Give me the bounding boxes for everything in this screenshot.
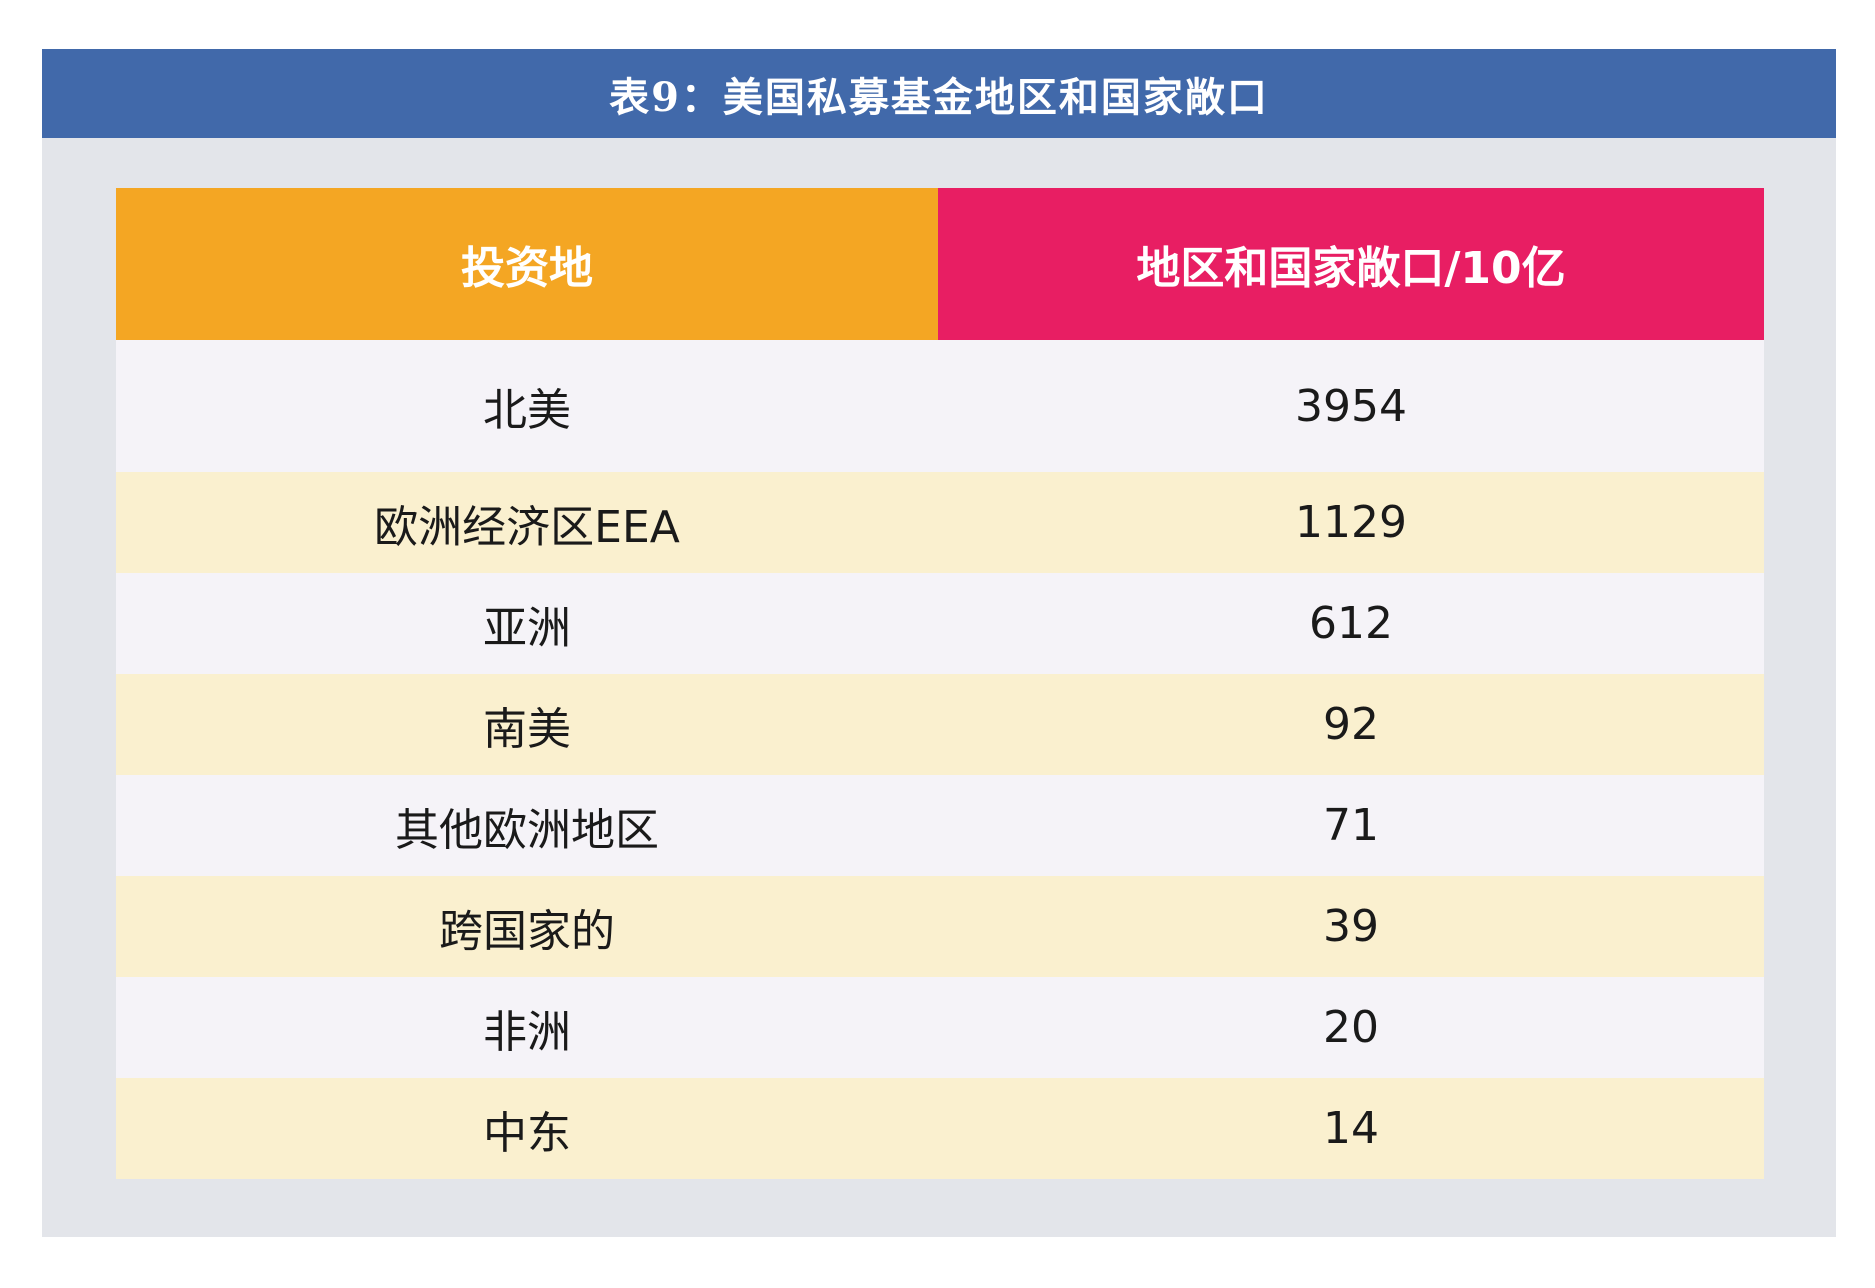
- region-cell: 跨国家的: [116, 876, 938, 977]
- value-cell: 71: [938, 775, 1764, 876]
- table-row: 南美 92: [116, 674, 1764, 775]
- exposure-table: 投资地 地区和国家敞口/10亿 北美 3954 欧洲经济区EEA 1129 亚洲…: [116, 188, 1764, 1179]
- region-cell: 北美: [116, 340, 938, 472]
- value-cell: 39: [938, 876, 1764, 977]
- region-cell: 中东: [116, 1078, 938, 1179]
- region-cell: 南美: [116, 674, 938, 775]
- region-cell: 欧洲经济区EEA: [116, 472, 938, 573]
- title-bar: 表9：美国私募基金地区和国家敞口: [42, 49, 1836, 138]
- table-row: 亚洲 612: [116, 573, 1764, 674]
- value-cell: 20: [938, 977, 1764, 1078]
- value-cell: 612: [938, 573, 1764, 674]
- region-cell: 非洲: [116, 977, 938, 1078]
- value-cell: 92: [938, 674, 1764, 775]
- region-cell: 其他欧洲地区: [116, 775, 938, 876]
- table-row: 跨国家的 39: [116, 876, 1764, 977]
- table-header-row: 投资地 地区和国家敞口/10亿: [116, 188, 1764, 340]
- header-exposure-value: 地区和国家敞口/10亿: [938, 188, 1764, 340]
- table-row: 北美 3954: [116, 340, 1764, 472]
- table-row: 其他欧洲地区 71: [116, 775, 1764, 876]
- value-cell: 3954: [938, 340, 1764, 472]
- table-wrapper: 投资地 地区和国家敞口/10亿 北美 3954 欧洲经济区EEA 1129 亚洲…: [116, 188, 1764, 1179]
- region-cell: 亚洲: [116, 573, 938, 674]
- value-cell: 1129: [938, 472, 1764, 573]
- value-cell: 14: [938, 1078, 1764, 1179]
- table-title: 表9：美国私募基金地区和国家敞口: [609, 73, 1269, 121]
- table-row: 中东 14: [116, 1078, 1764, 1179]
- header-investment-location: 投资地: [116, 188, 938, 340]
- table-row: 欧洲经济区EEA 1129: [116, 472, 1764, 573]
- table-row: 非洲 20: [116, 977, 1764, 1078]
- table-panel: 表9：美国私募基金地区和国家敞口 投资地 地区和国家敞口/10亿 北美 3954…: [42, 49, 1836, 1237]
